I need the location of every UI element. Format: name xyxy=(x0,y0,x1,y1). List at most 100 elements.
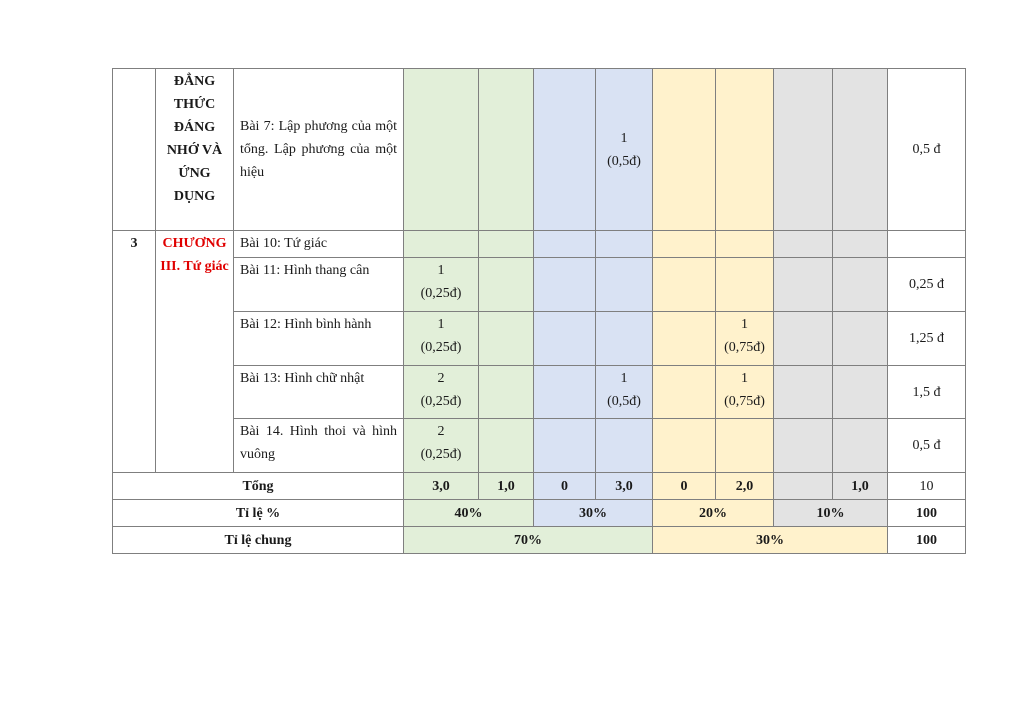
score-cell xyxy=(715,418,774,473)
score-cell: 2 (0,25đ) xyxy=(403,418,479,473)
score-cell xyxy=(533,68,596,231)
score-cell xyxy=(652,257,716,312)
lesson-name: Bài 7: Lập phương của một tổng. Lập phươ… xyxy=(233,68,404,231)
score-cell xyxy=(403,68,479,231)
summary-value: 0 xyxy=(533,472,596,500)
row-number-cell xyxy=(112,68,156,231)
score-cell xyxy=(832,257,888,312)
table-row: ĐẲNG THỨC ĐÁNG NHỚ VÀ ỨNG DỤNG Bài 7: Lậ… xyxy=(112,68,966,231)
score-cell xyxy=(832,68,888,231)
row-number-cell: 3 xyxy=(112,230,156,473)
score-cell: 1 (0,25đ) xyxy=(403,257,479,312)
row-total-cell: 0,5 đ xyxy=(887,418,966,473)
question-count: 1 xyxy=(437,317,445,332)
question-count: 1 xyxy=(620,371,628,386)
question-points: (0,25đ) xyxy=(420,286,462,301)
row-total-cell xyxy=(887,230,966,258)
question-points: (0,25đ) xyxy=(420,394,462,409)
summary-grand-total: 10 xyxy=(887,472,966,500)
question-count: 1 xyxy=(741,371,748,386)
table-row: Bài 14. Hình thoi và hình vuông 2 (0,25đ… xyxy=(113,418,966,473)
score-cell xyxy=(533,418,596,473)
summary-label: Tỉ lệ % xyxy=(112,499,404,527)
score-cell: 2 (0,25đ) xyxy=(403,365,479,419)
score-cell xyxy=(652,68,716,231)
lesson-name: Bài 11: Hình thang cân xyxy=(233,257,404,312)
score-cell xyxy=(773,68,833,231)
question-count: 2 xyxy=(437,424,445,439)
score-cell xyxy=(478,311,534,366)
summary-value: 10% xyxy=(773,499,888,527)
row-total-cell: 0,5 đ xyxy=(887,68,966,231)
summary-value: 30% xyxy=(652,526,888,554)
score-cell xyxy=(832,311,888,366)
score-cell xyxy=(478,418,534,473)
summary-row-percent: Tỉ lệ % 40% 30% 20% 10% 100 xyxy=(112,499,966,527)
summary-value: 0 xyxy=(652,472,716,500)
score-cell xyxy=(533,311,596,366)
score-cell xyxy=(773,418,833,473)
score-cell: 1 (0,25đ) xyxy=(403,311,479,366)
question-points: (0,25đ) xyxy=(420,447,462,462)
question-count: 2 xyxy=(437,371,445,386)
score-cell xyxy=(533,365,596,419)
score-cell xyxy=(652,311,716,366)
summary-value: 70% xyxy=(403,526,653,554)
row-total-cell: 1,5 đ xyxy=(887,365,966,419)
question-points: (0,75đ) xyxy=(724,394,765,409)
score-cell xyxy=(832,230,888,258)
score-cell xyxy=(478,230,534,258)
table-row: Bài 13: Hình chữ nhật 2 (0,25đ) 1 (0,5đ)… xyxy=(113,365,966,419)
summary-value: 20% xyxy=(652,499,774,527)
score-cell xyxy=(652,418,716,473)
score-cell xyxy=(773,311,833,366)
score-cell: 1 (0,5đ) xyxy=(595,68,653,231)
summary-value: 3,0 xyxy=(403,472,479,500)
summary-value: 40% xyxy=(403,499,534,527)
summary-value: 1,0 xyxy=(478,472,534,500)
row-total-cell: 1,25 đ xyxy=(887,311,966,366)
score-cell xyxy=(403,230,479,258)
table-row: 3 CHƯƠNG III. Tứ giác Bài 10: Tứ giác xyxy=(112,230,966,473)
summary-label: Tỉ lệ chung xyxy=(112,526,404,554)
score-cell xyxy=(773,230,833,258)
chapter-title: ĐẲNG THỨC ĐÁNG NHỚ VÀ ỨNG DỤNG xyxy=(155,68,234,231)
exam-matrix-table: ĐẲNG THỨC ĐÁNG NHỚ VÀ ỨNG DỤNG Bài 7: Lậ… xyxy=(112,68,966,554)
question-count: 1 xyxy=(741,317,748,332)
score-cell xyxy=(832,365,888,419)
question-count: 1 xyxy=(437,263,445,278)
score-cell xyxy=(652,230,716,258)
summary-row-percent-combined: Tỉ lệ chung 70% 30% 100 xyxy=(112,526,966,554)
score-cell xyxy=(533,257,596,312)
summary-value: 1,0 xyxy=(832,472,888,500)
score-cell: 1 (0,5đ) xyxy=(595,365,653,419)
row-total-cell: 0,25 đ xyxy=(887,257,966,312)
lesson-name: Bài 13: Hình chữ nhật xyxy=(233,365,404,419)
score-cell xyxy=(832,418,888,473)
table-row: Bài 11: Hình thang cân 1 (0,25đ) 0,25 đ xyxy=(113,257,966,312)
score-cell xyxy=(595,418,653,473)
question-count: 1 xyxy=(620,130,628,146)
score-cell xyxy=(715,230,774,258)
score-cell xyxy=(773,257,833,312)
lesson-name: Bài 12: Hình bình hành xyxy=(233,311,404,366)
summary-value: 30% xyxy=(533,499,653,527)
question-points: (0,5đ) xyxy=(607,153,641,169)
score-cell xyxy=(595,311,653,366)
score-cell: 1 (0,75đ) xyxy=(715,311,774,366)
summary-grand-total: 100 xyxy=(887,526,966,554)
score-cell xyxy=(715,68,774,231)
summary-value: 2,0 xyxy=(715,472,774,500)
lesson-name: Bài 14. Hình thoi và hình vuông xyxy=(233,418,404,473)
score-cell xyxy=(478,257,534,312)
summary-row-total: Tổng 3,0 1,0 0 3,0 0 2,0 1,0 10 xyxy=(112,472,966,500)
summary-label: Tổng xyxy=(112,472,404,500)
score-cell xyxy=(652,365,716,419)
question-points: (0,75đ) xyxy=(724,340,765,355)
score-cell xyxy=(478,365,534,419)
question-points: (0,25đ) xyxy=(420,340,462,355)
summary-grand-total: 100 xyxy=(887,499,966,527)
score-cell xyxy=(595,230,653,258)
score-cell: 1 (0,75đ) xyxy=(715,365,774,419)
